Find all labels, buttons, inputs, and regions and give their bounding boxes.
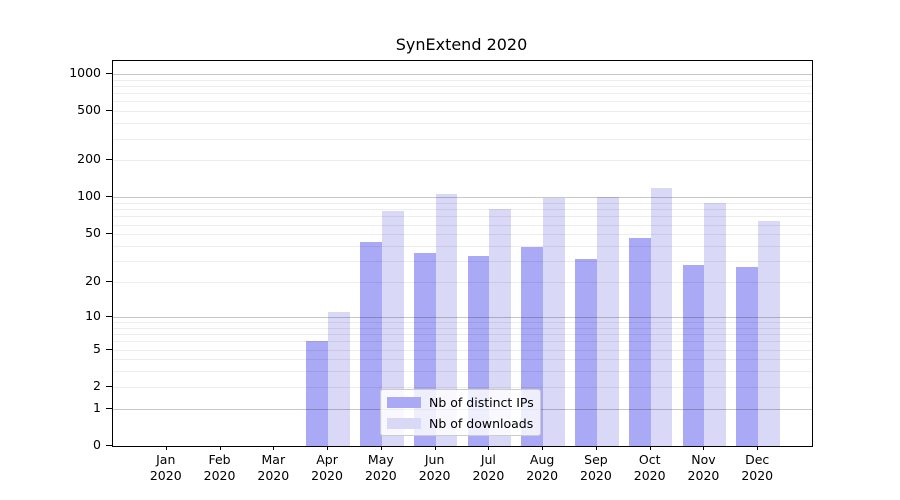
x-tick-mark xyxy=(595,446,597,450)
gridline-minor xyxy=(113,359,812,361)
legend-swatch-downloads xyxy=(387,417,421,429)
x-tick-mark xyxy=(434,446,436,450)
x-tick-label: Nov 2020 xyxy=(687,452,720,483)
x-tick-label: Dec 2020 xyxy=(741,452,774,483)
gridline-major xyxy=(113,197,812,199)
y-tick-mark xyxy=(106,445,112,446)
y-tick-mark xyxy=(106,315,112,317)
gridline-minor xyxy=(113,79,812,81)
bar-downloads xyxy=(596,197,619,446)
x-tick-label: Jan 2020 xyxy=(149,452,182,483)
bar-downloads xyxy=(328,312,350,446)
bar-distinct-ips xyxy=(575,259,597,446)
y-tick-mark xyxy=(106,72,112,74)
gridline-minor xyxy=(113,111,812,113)
gridline-minor xyxy=(113,386,812,388)
gridline-minor xyxy=(113,349,812,351)
y-tick-mark xyxy=(106,385,112,387)
legend-label-downloads: Nb of downloads xyxy=(429,415,534,431)
y-tick-label: 20 xyxy=(85,273,101,289)
gridline-minor xyxy=(113,322,812,323)
legend-item-distinct-ips: Nb of distinct IPs xyxy=(387,392,540,413)
gridline-major xyxy=(113,73,812,75)
x-tick-label: May 2020 xyxy=(364,452,397,483)
gridline-minor xyxy=(113,224,812,226)
bar-distinct-ips xyxy=(628,237,651,446)
y-tick-label: 100 xyxy=(77,188,101,204)
x-tick-label: Feb 2020 xyxy=(203,452,236,483)
y-tick-mark xyxy=(106,196,112,198)
gridline-minor xyxy=(113,234,812,236)
y-tick-mark xyxy=(106,233,112,235)
x-tick-mark xyxy=(273,446,275,450)
bar-downloads xyxy=(381,210,404,446)
x-tick-mark xyxy=(219,446,221,450)
x-tick-mark xyxy=(165,446,167,450)
y-tick-mark xyxy=(106,110,112,112)
x-tick-mark xyxy=(649,446,651,450)
gridline-minor xyxy=(113,282,812,284)
bar-distinct-ips xyxy=(360,242,382,446)
x-tick-label: Apr 2020 xyxy=(311,452,343,483)
x-tick-mark xyxy=(488,446,490,450)
x-tick-label: Jun 2020 xyxy=(418,452,451,483)
bar-distinct-ips xyxy=(682,264,705,446)
legend-item-downloads: Nb of downloads xyxy=(387,413,540,434)
bar-distinct-ips xyxy=(306,341,329,446)
x-tick-label: Sep 2020 xyxy=(580,452,612,483)
bar-downloads xyxy=(435,193,458,446)
bar-downloads xyxy=(489,209,512,446)
y-tick-label: 1 xyxy=(93,399,101,415)
y-tick-label: 5 xyxy=(93,340,101,356)
x-tick-label: Jul 2020 xyxy=(472,452,505,483)
gridline-minor xyxy=(113,216,812,218)
gridline-minor xyxy=(113,261,812,263)
gridline-minor xyxy=(113,101,812,103)
y-tick-label: 0 xyxy=(93,437,101,452)
x-tick-label: Oct 2020 xyxy=(633,452,666,483)
gridline-minor xyxy=(113,327,812,329)
bar-downloads xyxy=(543,198,565,446)
gridline-minor xyxy=(113,138,812,140)
bar-downloads xyxy=(704,203,727,446)
bar-distinct-ips xyxy=(736,266,759,446)
gridline-minor xyxy=(113,209,812,211)
y-tick-label: 500 xyxy=(77,102,101,118)
legend: Nb of distinct IPs Nb of downloads xyxy=(380,389,541,436)
gridline-minor xyxy=(113,85,812,87)
y-tick-label: 10 xyxy=(85,307,101,323)
y-tick-label: 50 xyxy=(85,225,101,241)
x-tick-mark xyxy=(542,446,544,450)
gridline-minor xyxy=(113,341,812,343)
y-tick-mark xyxy=(106,348,112,350)
bar-downloads xyxy=(758,221,781,446)
gridline-major xyxy=(113,316,812,318)
y-tick-label: 2 xyxy=(93,377,101,393)
gridline-minor xyxy=(113,160,812,162)
y-tick-mark xyxy=(106,407,112,409)
y-tick-label: 200 xyxy=(77,151,101,167)
x-tick-mark xyxy=(757,446,759,450)
y-tick-mark xyxy=(106,159,112,161)
x-tick-label: Mar 2020 xyxy=(257,452,290,483)
chart-title: SynExtend 2020 xyxy=(395,35,528,54)
gridline-minor xyxy=(113,371,812,373)
gridline-minor xyxy=(113,334,812,336)
x-tick-mark xyxy=(327,446,329,450)
gridline-minor xyxy=(113,93,812,95)
x-tick-mark xyxy=(703,446,705,450)
x-tick-label: Aug 2020 xyxy=(526,452,559,483)
gridline-minor xyxy=(113,123,812,125)
gridline-minor xyxy=(113,246,812,247)
x-tick-mark xyxy=(380,446,382,450)
y-tick-label: 1000 xyxy=(69,64,101,80)
legend-swatch-distinct-ips xyxy=(387,396,421,408)
legend-label-distinct-ips: Nb of distinct IPs xyxy=(429,394,534,410)
gridline-minor xyxy=(113,203,812,205)
bar-downloads xyxy=(650,188,673,446)
y-tick-mark xyxy=(106,281,112,283)
